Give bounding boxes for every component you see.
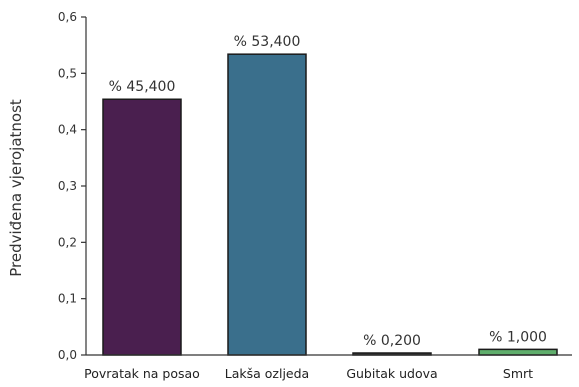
bars	[102, 53, 558, 356]
data-labels: % 45,400 % 53,400 % 0,200 % 1,000	[109, 34, 547, 349]
category-label-1: Povratak na posao	[84, 366, 200, 381]
category-label-2: Lakša ozljeda	[225, 366, 309, 381]
category-label-4: Smrt	[503, 366, 533, 381]
bar-1	[102, 98, 182, 356]
y-tick-label: 0,4	[58, 123, 77, 137]
bar-4	[478, 348, 558, 356]
y-tick-label: 0,5	[58, 66, 77, 80]
y-tick-label: 0,2	[58, 235, 77, 249]
y-axis-title: Predviđena vjerojatnost	[7, 99, 25, 277]
category-labels: Povratak na posao Lakša ozljeda Gubitak ud…	[84, 366, 533, 381]
data-label-3: % 0,200	[363, 333, 421, 349]
y-axis-ticks: 0,0 0,1 0,2 0,3 0,4 0,5 0,6	[58, 10, 86, 362]
data-label-2: % 53,400	[234, 34, 301, 50]
y-tick-label: 0,1	[58, 292, 77, 306]
category-label-3: Gubitak udova	[346, 366, 437, 381]
data-label-1: % 45,400	[109, 79, 176, 95]
data-label-4: % 1,000	[489, 329, 547, 345]
y-tick-label: 0,3	[58, 179, 77, 193]
y-tick-label: 0,6	[58, 10, 77, 24]
y-tick-label: 0,0	[58, 348, 77, 362]
bar-2	[227, 53, 307, 356]
